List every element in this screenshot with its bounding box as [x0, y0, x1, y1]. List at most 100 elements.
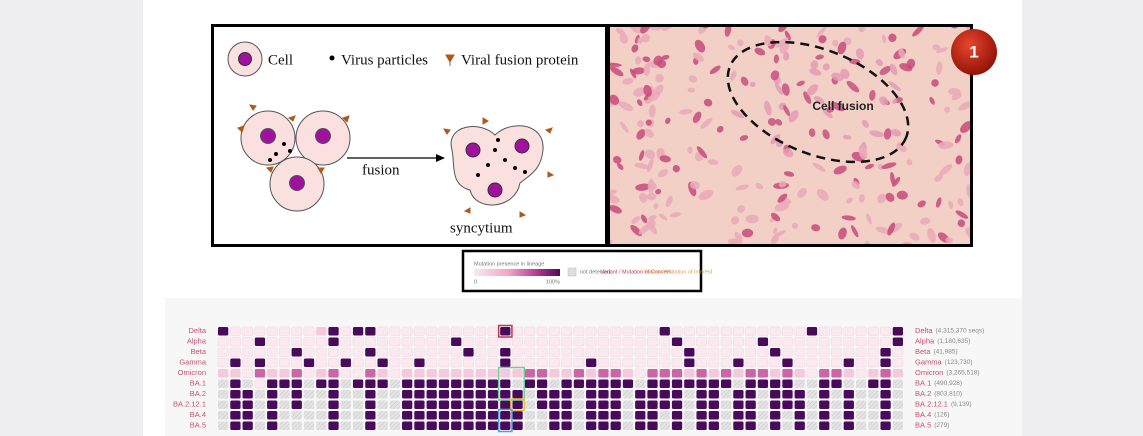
heat-cell [647, 421, 658, 430]
heat-cell [536, 400, 548, 409]
heat-cell [794, 421, 805, 430]
heat-cell [855, 368, 867, 378]
heat-cell [500, 379, 511, 388]
heat-cell [414, 421, 425, 430]
row-label: BA.2.12.1 [173, 399, 206, 408]
cell-blob [669, 212, 681, 218]
cell-blob [727, 44, 735, 51]
cell-blob [637, 120, 644, 128]
heat-cell [806, 327, 818, 336]
heat-cell [524, 337, 536, 347]
heat-cell [843, 326, 855, 336]
heat-cell [426, 347, 438, 357]
heat-cell [855, 358, 867, 368]
cell-blob [648, 222, 657, 235]
heat-cell [279, 421, 290, 430]
heat-cell [843, 411, 854, 420]
cell-blob [855, 48, 865, 60]
heat-cell [892, 369, 903, 378]
heat-cell [586, 390, 597, 399]
heat-cell [573, 411, 585, 420]
heat-cell [696, 369, 707, 378]
heat-cell [303, 368, 315, 378]
heat-cell [733, 337, 744, 347]
cell-blob [734, 231, 743, 244]
heat-cell [463, 337, 474, 347]
heat-cell [254, 390, 266, 399]
cell-blob [887, 222, 896, 236]
row-label: Beta [191, 347, 207, 356]
heat-cell [782, 411, 793, 420]
heat-cell [671, 347, 683, 357]
heat-cell [414, 369, 425, 378]
heat-cell [720, 411, 732, 420]
cell-blob [932, 44, 941, 51]
cell-blob [698, 189, 714, 201]
heat-cell [500, 348, 511, 357]
heat-cell [782, 421, 793, 430]
heat-cell [365, 390, 376, 399]
cell-blob [888, 81, 901, 92]
cell-blob [700, 117, 713, 129]
heat-cell [475, 421, 486, 430]
heat-cell [598, 326, 609, 336]
cell-blob [879, 96, 889, 106]
heat-cell [720, 390, 732, 399]
heat-cell [635, 379, 646, 388]
heat-cell [426, 421, 437, 430]
legend: Mutation presence in lineage 0 100% not … [461, 249, 713, 293]
heat-cell [438, 400, 450, 409]
heat-cell [819, 400, 830, 409]
heat-cell [328, 400, 339, 409]
heat-cell [892, 327, 903, 336]
heat-cell [892, 379, 903, 388]
heat-cell [352, 379, 364, 388]
heat-cell [770, 421, 781, 430]
heat-cell [548, 326, 560, 336]
cell-blob [648, 104, 656, 118]
row-label-right: Alpha [915, 336, 935, 345]
heat-cell [536, 326, 548, 336]
cell-blob [644, 128, 654, 138]
cell-blob [822, 129, 830, 140]
heat-cell [365, 327, 376, 336]
heat-cell [745, 358, 757, 368]
heat-cell [573, 400, 585, 409]
heat-cell [451, 337, 462, 346]
cell-blob [877, 193, 887, 204]
heat-cell [880, 348, 891, 357]
heat-cell [364, 337, 376, 347]
heat-cell [782, 347, 793, 357]
heat-cell [414, 379, 425, 388]
heat-cell [426, 369, 437, 378]
heat-cell [500, 411, 511, 420]
heat-cell [487, 326, 499, 336]
heat-cell [267, 369, 278, 378]
heat-cell [671, 390, 683, 399]
syncytium-nuclei [465, 138, 530, 198]
legend-min: 0 [474, 279, 477, 285]
row-count: (41,985) [933, 349, 957, 356]
cell-blob [617, 163, 624, 170]
heat-cell [647, 379, 658, 388]
cell-blob [767, 118, 777, 126]
heat-cell [868, 421, 879, 430]
heat-cell [512, 326, 523, 336]
cell-blob [636, 129, 646, 140]
legend-max: 100% [546, 279, 560, 285]
cell-blob [648, 215, 657, 221]
cell-blob [826, 106, 834, 113]
cell-blob [679, 108, 693, 115]
cell-blob [806, 84, 819, 96]
cell-blob [635, 56, 642, 65]
heat-cell [684, 421, 695, 430]
heat-cell [610, 411, 621, 420]
heat-cell [414, 390, 425, 399]
heat-cell [684, 348, 695, 357]
cell-blob [639, 192, 648, 203]
heat-cell [794, 400, 805, 409]
heat-cell [843, 421, 854, 430]
heat-cell [671, 326, 683, 336]
row-label-right: BA.2 [915, 389, 931, 398]
heat-cell [230, 369, 241, 378]
